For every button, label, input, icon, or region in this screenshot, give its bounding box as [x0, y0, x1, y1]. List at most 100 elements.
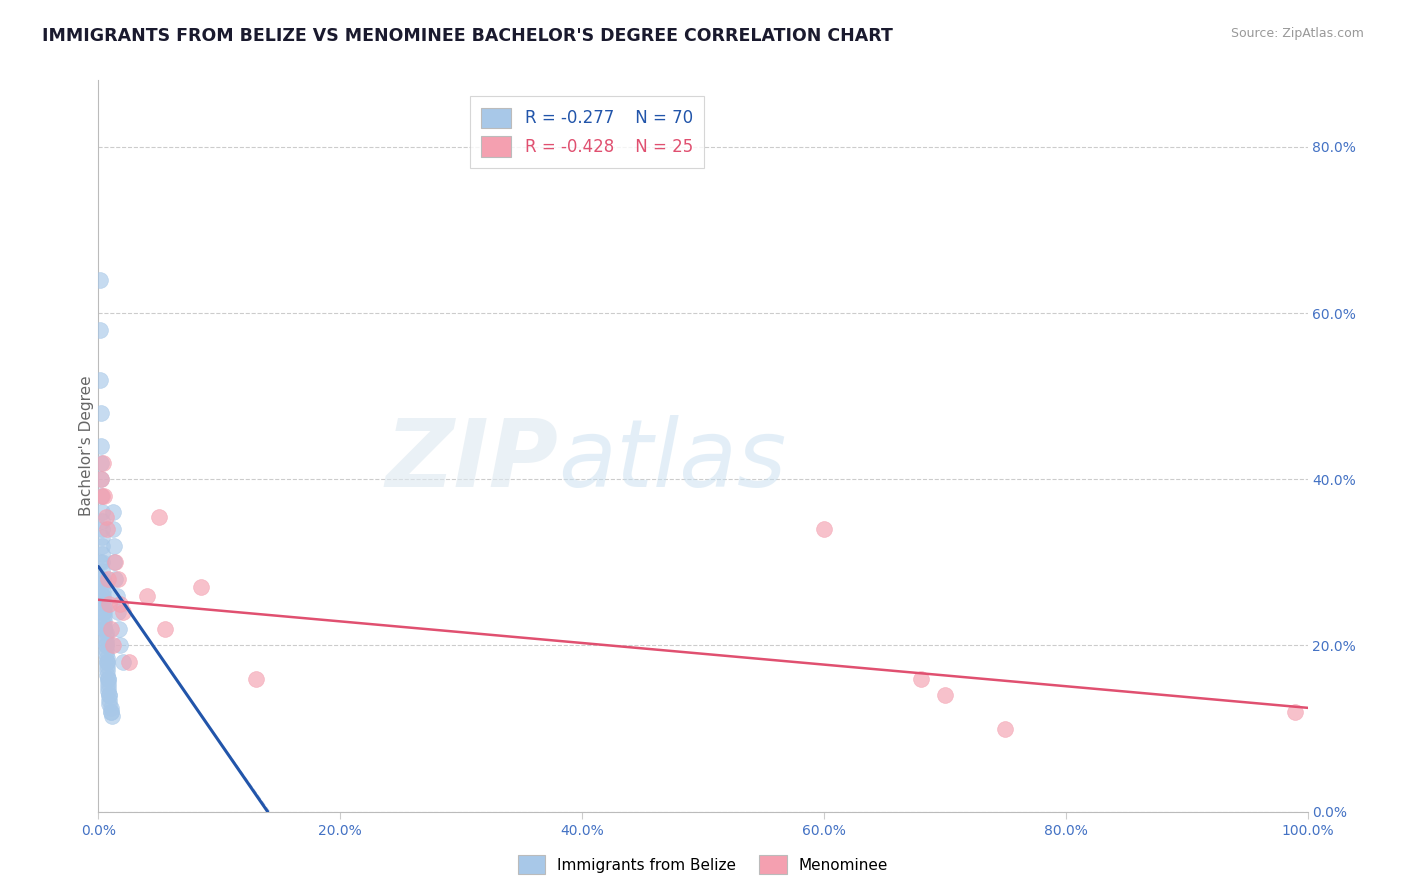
Point — [104, 572, 127, 586]
Point — [93, 489, 115, 503]
Legend: Immigrants from Belize, Menominee: Immigrants from Belize, Menominee — [512, 849, 894, 880]
Point — [98, 689, 121, 703]
Point — [91, 456, 114, 470]
Point — [90, 456, 112, 470]
Point — [111, 605, 134, 619]
Point — [94, 642, 117, 657]
Point — [97, 672, 120, 686]
Point — [90, 472, 112, 486]
Point — [97, 680, 120, 694]
Point — [89, 555, 111, 569]
Point — [104, 555, 127, 569]
Point — [107, 605, 129, 619]
Point — [100, 709, 122, 723]
Point — [90, 489, 112, 503]
Point — [96, 659, 118, 673]
Point — [93, 617, 115, 632]
Point — [93, 605, 115, 619]
Point — [934, 689, 956, 703]
Point — [94, 639, 117, 653]
Point — [94, 626, 117, 640]
Point — [91, 489, 114, 503]
Y-axis label: Bachelor's Degree: Bachelor's Degree — [79, 376, 94, 516]
Point — [90, 439, 112, 453]
Point — [96, 667, 118, 681]
Point — [98, 597, 121, 611]
Point — [91, 506, 114, 520]
Point — [91, 592, 114, 607]
Point — [96, 655, 118, 669]
Point — [91, 564, 114, 578]
Text: IMMIGRANTS FROM BELIZE VS MENOMINEE BACHELOR'S DEGREE CORRELATION CHART: IMMIGRANTS FROM BELIZE VS MENOMINEE BACH… — [42, 27, 893, 45]
Point — [105, 589, 128, 603]
Point — [153, 622, 176, 636]
Point — [97, 672, 120, 686]
Point — [91, 589, 114, 603]
Point — [94, 639, 117, 653]
Point — [91, 580, 114, 594]
Point — [89, 323, 111, 337]
Point — [96, 664, 118, 678]
Point — [91, 547, 114, 561]
Point — [98, 689, 121, 703]
Point — [813, 522, 835, 536]
Point — [98, 697, 121, 711]
Point — [135, 589, 157, 603]
Point — [97, 684, 120, 698]
Point — [91, 589, 114, 603]
Point — [91, 539, 114, 553]
Point — [93, 614, 115, 628]
Point — [93, 622, 115, 636]
Point — [93, 601, 115, 615]
Point — [91, 555, 114, 569]
Point — [101, 639, 124, 653]
Point — [90, 472, 112, 486]
Point — [103, 539, 125, 553]
Point — [91, 514, 114, 528]
Point — [94, 630, 117, 644]
Text: ZIP: ZIP — [385, 415, 558, 507]
Point — [93, 597, 115, 611]
Legend: R = -0.277    N = 70, R = -0.428    N = 25: R = -0.277 N = 70, R = -0.428 N = 25 — [470, 96, 704, 169]
Point — [103, 555, 125, 569]
Text: atlas: atlas — [558, 415, 786, 506]
Point — [91, 576, 114, 591]
Point — [101, 506, 124, 520]
Point — [97, 572, 120, 586]
Point — [93, 622, 115, 636]
Point — [91, 530, 114, 544]
Point — [1284, 705, 1306, 719]
Point — [107, 572, 129, 586]
Point — [94, 647, 117, 661]
Point — [101, 522, 124, 536]
Point — [91, 572, 114, 586]
Point — [100, 622, 122, 636]
Point — [100, 705, 122, 719]
Point — [190, 580, 212, 594]
Point — [148, 509, 170, 524]
Point — [90, 572, 112, 586]
Point — [98, 692, 121, 706]
Point — [91, 522, 114, 536]
Point — [89, 372, 111, 386]
Point — [100, 701, 122, 715]
Point — [111, 655, 134, 669]
Point — [118, 655, 141, 669]
Point — [89, 273, 111, 287]
Point — [96, 655, 118, 669]
Point — [108, 622, 131, 636]
Point — [100, 705, 122, 719]
Point — [96, 522, 118, 536]
Point — [108, 639, 131, 653]
Point — [90, 406, 112, 420]
Point — [994, 722, 1017, 736]
Point — [91, 584, 114, 599]
Text: Source: ZipAtlas.com: Source: ZipAtlas.com — [1230, 27, 1364, 40]
Point — [94, 634, 117, 648]
Point — [108, 597, 131, 611]
Point — [91, 605, 114, 619]
Point — [910, 672, 932, 686]
Point — [96, 651, 118, 665]
Point — [245, 672, 267, 686]
Point — [94, 509, 117, 524]
